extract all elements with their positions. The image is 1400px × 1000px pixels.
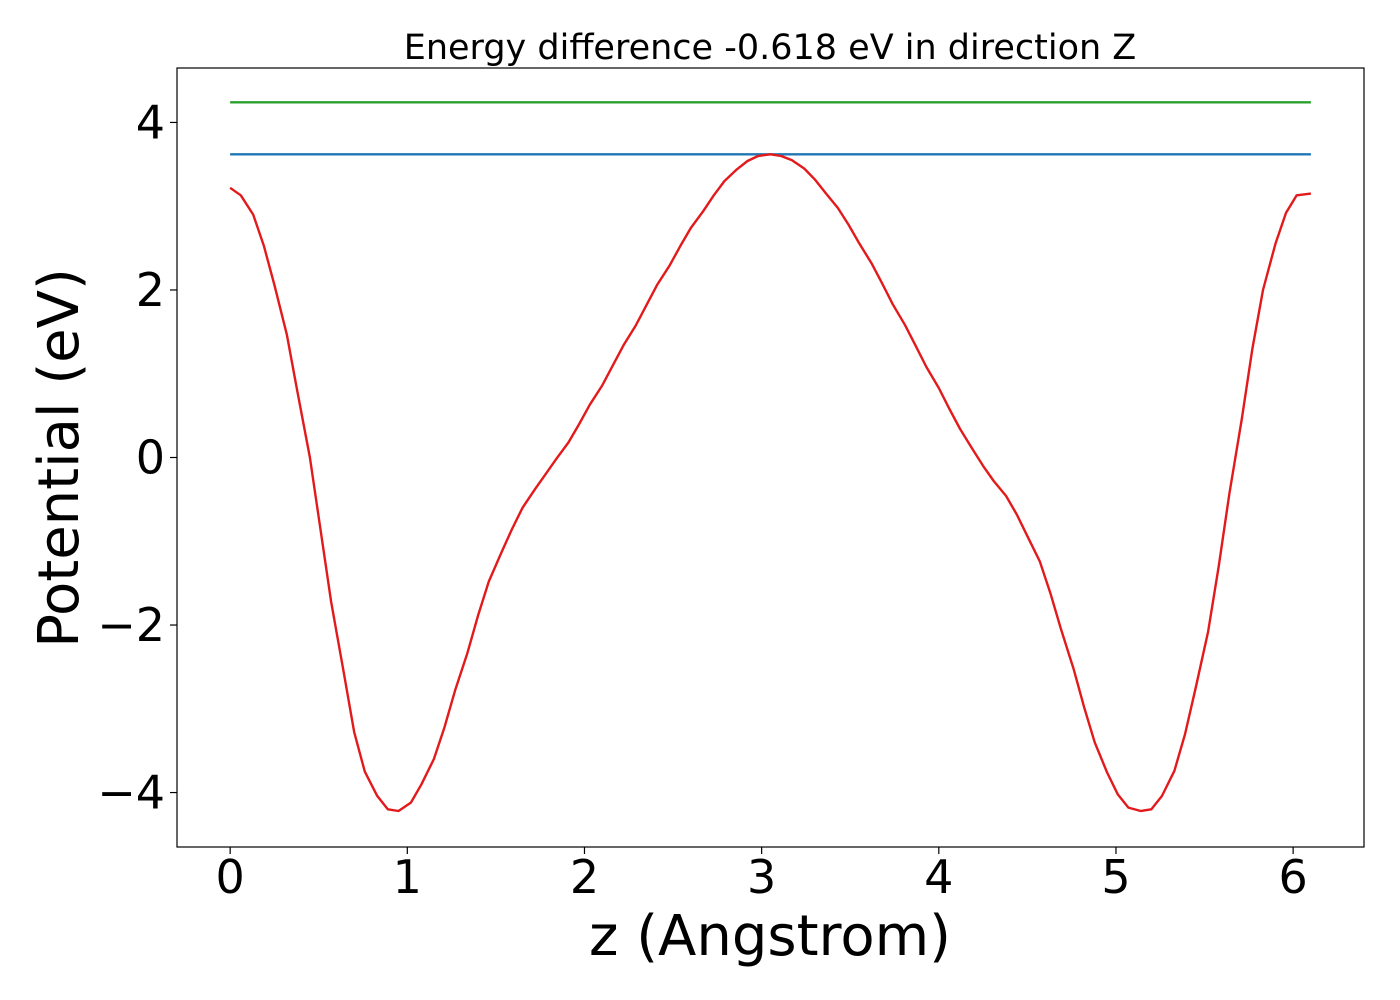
- y-axis-label: Potential (eV): [27, 268, 92, 648]
- chart-title: Energy difference -0.618 eV in direction…: [404, 28, 1137, 68]
- x-tick-label: 6: [1278, 850, 1307, 904]
- y-tick-label: 0: [136, 431, 165, 485]
- plot-area: [229, 101, 1312, 813]
- x-tick-label: 5: [1101, 850, 1130, 904]
- x-tick-label: 1: [393, 850, 422, 904]
- series-line-3: [229, 153, 1312, 813]
- x-tick-label: 2: [570, 850, 599, 904]
- x-tick-label: 4: [924, 850, 953, 904]
- x-axis: 0 1 2 3 4 5 6: [216, 847, 1308, 904]
- y-tick-label: −4: [97, 766, 165, 820]
- y-axis: −4 −2 0 2 4: [97, 95, 177, 820]
- y-tick-label: 2: [136, 263, 165, 317]
- x-tick-label: 0: [216, 850, 245, 904]
- x-tick-label: 3: [747, 850, 776, 904]
- x-axis-label: z (Angstrom): [589, 904, 951, 969]
- y-tick-label: 4: [136, 95, 165, 149]
- y-tick-label: −2: [97, 598, 165, 652]
